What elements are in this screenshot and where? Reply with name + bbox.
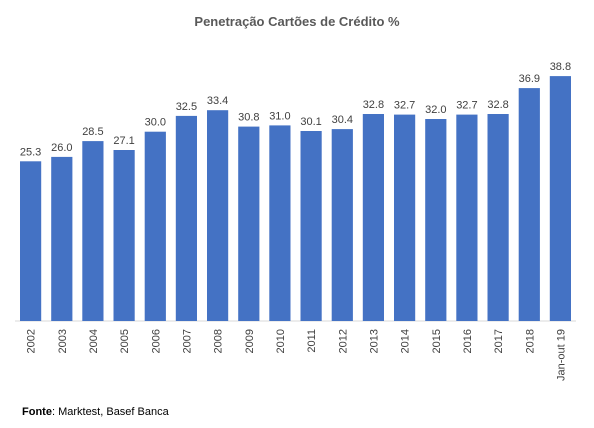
x-tick-label: 2009 [244,329,256,353]
bar-2007 [175,115,197,322]
data-label: 26.0 [51,142,72,154]
chart-title: Penetração Cartões de Crédito % [194,14,400,29]
bar-jan-out-19 [549,76,571,321]
x-tick-label: 2003 [57,329,69,353]
data-label: 27.1 [113,135,134,147]
data-label: 28.5 [82,126,103,138]
bar-2008 [207,110,229,321]
bar-2009 [238,126,260,321]
x-tick-label: 2004 [88,329,100,353]
source-label: Fonte [22,406,52,418]
bar-2006 [144,131,166,321]
x-tick-label: 2005 [119,329,131,353]
data-label: 30.1 [300,116,321,128]
x-tick-label: Jan-out 19 [555,329,567,381]
x-tick-label: 2012 [337,329,349,353]
x-tick-label: 2017 [493,329,505,353]
bar-2005 [113,150,135,321]
data-label: 32.0 [425,104,446,116]
data-label: 32.8 [487,99,508,111]
bar-2014 [394,114,416,321]
x-tick-label: 2016 [462,329,474,353]
data-label: 31.0 [269,110,290,122]
x-tick-label: 2018 [524,329,536,353]
bar-2011 [300,131,322,321]
x-tick-label: 2011 [306,329,318,353]
x-tick-label: 2014 [400,329,412,353]
source-text: : Marktest, Basef Banca [51,406,169,418]
data-label: 25.3 [20,146,41,158]
bar-chart: 25.3 26.0 28.5 27.1 30.0 32.5 33.4 30.8 31.0 30.1… [15,61,576,381]
source-note: Fonte: Marktest, Basef Banca [22,406,169,418]
x-tick-label: 2006 [150,329,162,353]
x-tick-label: 2013 [368,329,380,353]
bar-2010 [269,125,291,322]
x-tick-label: 2010 [275,329,287,353]
bar-2015 [425,119,447,321]
data-label: 32.8 [363,99,384,111]
bar-2018 [518,88,540,321]
x-tick-label: 2002 [26,329,38,353]
data-label: 36.9 [519,73,540,85]
bar-2002 [20,161,42,321]
bar-2017 [487,114,509,321]
data-label: 32.7 [456,100,477,112]
bar-2012 [331,129,353,321]
bar-2016 [456,114,478,321]
x-tick-label: 2007 [181,329,193,353]
x-tick-label: 2015 [431,329,443,353]
x-tick-label: 2008 [213,329,225,353]
data-label: 32.5 [176,101,197,113]
data-label: 33.4 [207,95,228,107]
bar-2013 [362,114,384,321]
data-label: 30.4 [332,114,353,126]
bar-2003 [51,156,73,321]
bar-2004 [82,141,104,321]
data-label: 30.8 [238,112,259,124]
data-label: 38.8 [550,61,571,73]
data-label: 32.7 [394,100,415,112]
data-label: 30.0 [145,117,166,129]
